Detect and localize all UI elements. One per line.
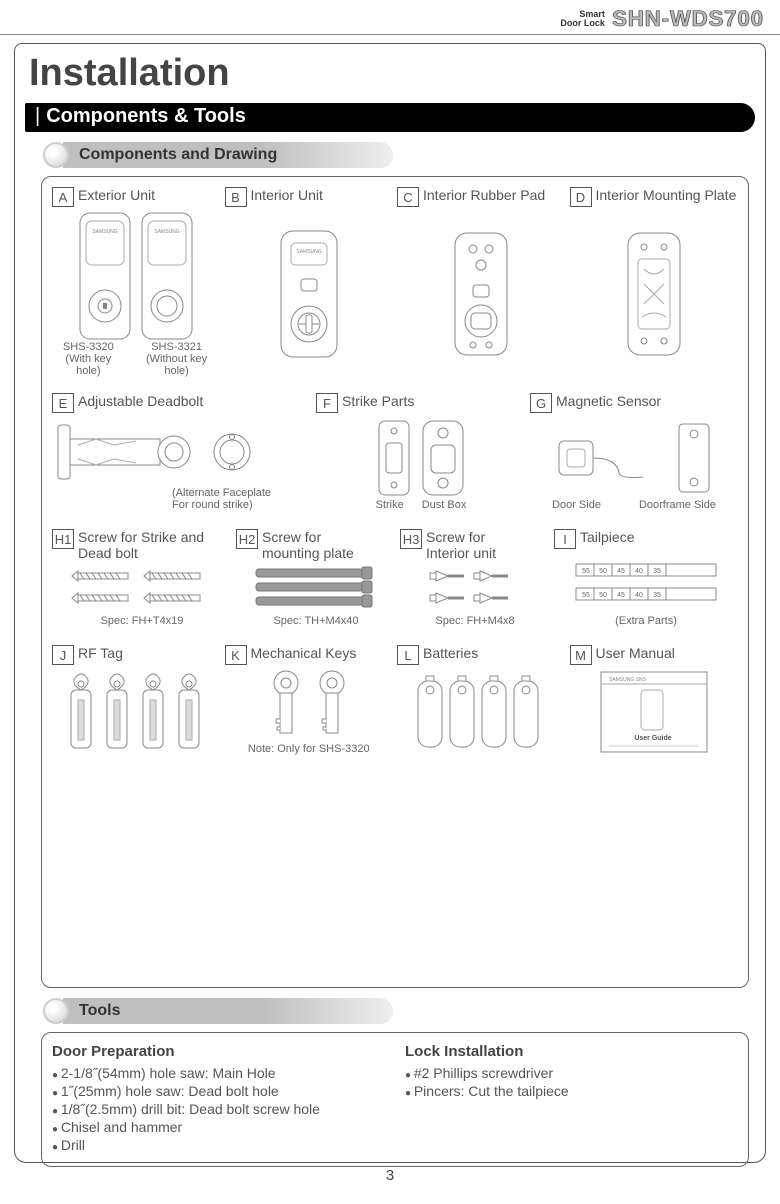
comp-h3: H3Screw forInterior unit Spec: FH+M4x8 (400, 529, 550, 627)
tool-item: 1/8˝(2.5mm) drill bit: Dead bolt screw h… (52, 1100, 385, 1118)
code-g: G (530, 393, 552, 413)
code-e: E (52, 393, 74, 413)
interior-unit-icon: SAMSUNG (279, 229, 339, 359)
code-d: D (570, 187, 592, 207)
comp-c: CInterior Rubber Pad (397, 187, 566, 377)
dustbox-icon (421, 419, 465, 497)
tool-item: Pincers: Cut the tailpiece (405, 1082, 738, 1100)
deadbolt-icon (56, 417, 206, 487)
code-h2: H2 (236, 529, 258, 549)
faceplate-icon (212, 417, 252, 487)
page-number: 3 (0, 1167, 780, 1184)
comp-m: MUser Manual SAMSUNG SNS User Guide (570, 645, 739, 755)
code-k: K (225, 645, 247, 665)
mounting-plate-icon (624, 229, 684, 359)
model-number: SHN-WDS700 (612, 6, 764, 31)
tagline2: Door Lock (560, 18, 605, 28)
svg-text:55: 55 (582, 568, 590, 575)
code-i: I (554, 529, 576, 549)
code-h3: H3 (400, 529, 422, 549)
batteries-icon (416, 672, 546, 752)
tool-item: 1˝(25mm) hole saw: Dead bolt hole (52, 1082, 385, 1100)
subsection-tools: Tools (43, 998, 755, 1024)
svg-text:50: 50 (599, 568, 607, 575)
door-sensor-icon (557, 433, 647, 483)
frame-sensor-icon (677, 422, 711, 494)
rubber-pad-icon (451, 229, 511, 359)
components-box: AExterior Unit SAMSUNG SAMSUNG (41, 176, 749, 988)
svg-text:35: 35 (653, 592, 661, 599)
comp-a: AExterior Unit SAMSUNG SAMSUNG (52, 187, 221, 377)
code-m: M (570, 645, 592, 665)
svg-text:55: 55 (582, 592, 590, 599)
svg-text:SAMSUNG: SAMSUNG (93, 229, 118, 235)
svg-text:45: 45 (617, 568, 625, 575)
comp-d: DInterior Mounting Plate (570, 187, 739, 377)
rftag-icon (61, 670, 211, 755)
tools-install: Lock Installation #2 Phillips screwdrive… (405, 1043, 738, 1154)
svg-text:SAMSUNG: SAMSUNG (155, 229, 180, 235)
screw-h1-icon (72, 565, 212, 611)
svg-text:35: 35 (653, 568, 661, 575)
page-header: SmartDoor Lock SHN-WDS700 (0, 0, 780, 35)
svg-text:User Guide: User Guide (634, 735, 671, 742)
tool-item: Chisel and hammer (52, 1118, 385, 1136)
code-c: C (397, 187, 419, 207)
code-b: B (225, 187, 247, 207)
tools-box: Door Preparation 2-1/8˝(54mm) hole saw: … (41, 1032, 749, 1167)
comp-f: FStrike Parts S (316, 393, 526, 511)
comp-j: JRF Tag (52, 645, 221, 755)
svg-text:40: 40 (635, 568, 643, 575)
key2-icon (312, 669, 352, 739)
comp-h1: H1Screw for Strike andDead bolt Spec: FH… (52, 529, 232, 627)
subsection-components: Components and Drawing (43, 142, 755, 168)
svg-text:SAMSUNG: SAMSUNG (296, 249, 321, 255)
code-a: A (52, 187, 74, 207)
svg-text:40: 40 (635, 592, 643, 599)
tool-item: Drill (52, 1136, 385, 1154)
tools-prep: Door Preparation 2-1/8˝(54mm) hole saw: … (52, 1043, 385, 1154)
tailpiece2-icon: 55 50 45 40 35 (576, 586, 716, 602)
tool-item: 2-1/8˝(54mm) hole saw: Main Hole (52, 1064, 385, 1082)
svg-text:45: 45 (617, 592, 625, 599)
tool-item: #2 Phillips screwdriver (405, 1064, 738, 1082)
key-icon (266, 669, 306, 739)
svg-text:SAMSUNG SNS: SAMSUNG SNS (609, 677, 647, 683)
code-h1: H1 (52, 529, 74, 549)
code-j: J (52, 645, 74, 665)
exterior-unit-right-icon: SAMSUNG (140, 211, 194, 341)
comp-h2: H2Screw formounting plate Spec: TH+M4x40 (236, 529, 396, 627)
manual-icon: SAMSUNG SNS User Guide (599, 670, 709, 754)
comp-k: KMechanical Keys Note: Only for SHS-3320 (225, 645, 394, 755)
screw-h2-icon (256, 565, 376, 611)
comp-b: BInterior Unit SAMSUNG (225, 187, 394, 377)
comp-e: EAdjustable Deadbolt (52, 393, 312, 511)
page-frame: Installation |Components & Tools Compone… (14, 43, 766, 1163)
comp-l: LBatteries (397, 645, 566, 755)
strike-icon (377, 419, 411, 497)
section-bar: |Components & Tools (25, 103, 755, 132)
exterior-unit-left-icon: SAMSUNG (78, 211, 132, 341)
screw-h3-icon (430, 565, 520, 611)
comp-g: GMagnetic Sensor Door Side Door (530, 393, 738, 511)
code-l: L (397, 645, 419, 665)
svg-text:50: 50 (599, 592, 607, 599)
code-f: F (316, 393, 338, 413)
tailpiece-icon: 55 50 45 40 35 (576, 562, 716, 578)
comp-i: ITailpiece 55 50 45 40 35 (554, 529, 738, 627)
page-title: Installation (29, 52, 755, 95)
